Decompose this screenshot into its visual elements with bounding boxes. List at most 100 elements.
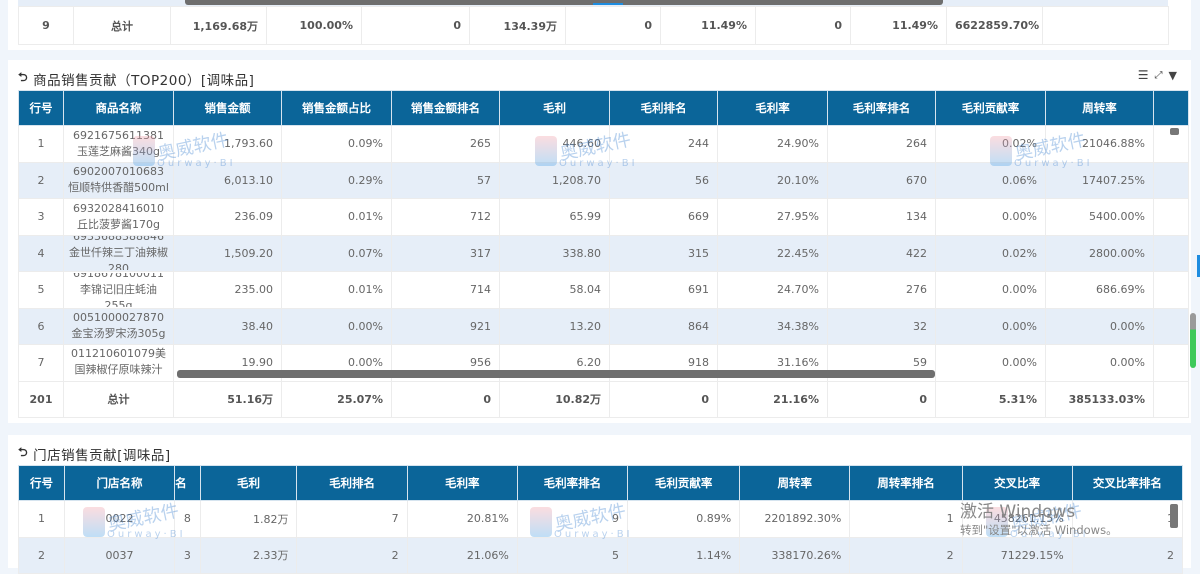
product-horizontal-scrollbar[interactable] [177,370,935,378]
cell: 0.00% [1045,344,1154,382]
summary-table: 9 总计 1,169.68万 100.00% 0 134.39万 0 11.49… [18,6,1169,45]
cell: 34.38% [717,307,828,345]
cell: 670 [827,161,936,199]
table-row[interactable]: 5 6918678100011李锦记旧庄蚝油255g 235.00 0.01% … [18,271,1189,309]
col-header-margin-rank[interactable]: 毛利率排名 [516,465,629,501]
cell: 338170.26% [739,536,851,574]
cell: 236.09 [173,198,282,236]
cell: 134.39万 [469,6,566,45]
col-header-turnover-rank[interactable]: 周转率排名 [849,465,963,501]
product-name: 6932028416010丘比菠萝酱170g [63,198,174,236]
cell: 669 [609,198,718,236]
col-header-margin[interactable]: 毛利率 [406,465,518,501]
cell: 385133.03% [1045,380,1154,418]
cell [1153,344,1189,382]
page-vertical-scrollbar[interactable] [1190,313,1196,368]
cell: 712 [391,198,500,236]
summary-horizontal-scrollbar[interactable] [185,0,943,5]
col-header-store-name[interactable]: 门店名称 [63,465,176,501]
col-header-sales-rank[interactable]: 销售金额排名 [391,90,500,126]
product-name: 6933688388846金世仟辣三丁油辣椒280 [63,234,174,272]
cell: 1.82万 [199,500,298,538]
table-row[interactable]: 3 6932028416010丘比菠萝酱170g 236.09 0.01% 71… [18,198,1189,236]
cell [1153,307,1189,345]
table-row[interactable]: 4 6933688388846金世仟辣三丁油辣椒280 1,509.20 0.0… [18,234,1189,272]
cell: 6622859.70% [946,6,1043,45]
cell: 315 [609,234,718,272]
col-header-gross-profit-rank[interactable]: 毛利排名 [609,90,718,126]
product-name-text: 6933688388846金世仟辣三丁油辣椒280 [69,236,168,271]
cell: 2 [849,536,963,574]
product-vertical-scrollbar[interactable] [1170,128,1179,135]
cell: 27.95% [717,198,828,236]
store-contribution-panel: ⮌ 门店销售贡献[调味品] 行号 门店名称 名 毛利 毛利排名 毛利率 毛利率排… [8,435,1191,574]
col-header-product-name[interactable]: 商品名称 [63,90,174,126]
cell: 6,013.10 [173,161,282,199]
col-header-margin-rank[interactable]: 毛利率排名 [827,90,936,126]
cell: 51.16万 [173,380,282,418]
product-name-text: 6918678100011李锦记旧庄蚝油255g [73,272,164,307]
total-label: 总计 [73,6,171,45]
cell: 65.99 [499,198,610,236]
product-panel-title-text: 商品销售贡献（TOP200）[调味品] [33,72,255,89]
col-header-row-number[interactable]: 行号 [18,465,65,501]
cell: 1,208.70 [499,161,610,199]
store-vertical-scrollbar[interactable] [1170,504,1178,528]
col-header-gross-profit-rank[interactable]: 毛利排名 [296,465,408,501]
col-header-profit-contribution[interactable]: 毛利贡献率 [626,465,741,501]
table-row[interactable]: 1 0022 8 1.82万 7 20.81% 9 0.89% 2201892.… [18,500,1184,538]
cell: 57 [391,161,500,199]
cell: 56 [609,161,718,199]
col-header-margin[interactable]: 毛利率 [717,90,828,126]
col-header-sales-amount[interactable]: 销售金额 [173,90,282,126]
total-row: 201 总计 51.16万 25.07% 0 10.82万 0 21.16% 0… [18,380,1189,418]
return-icon[interactable]: ⮌ [18,70,29,84]
cell: 235.00 [173,271,282,309]
cell: 0.06% [935,161,1046,199]
table-row[interactable]: 6 0051000027870金宝汤罗宋汤305g 38.40 0.00% 92… [18,307,1189,345]
col-header-row-number[interactable]: 行号 [18,90,64,126]
row-number: 3 [18,198,64,236]
return-icon[interactable]: ⮌ [18,445,29,459]
table-row[interactable]: 1 6921675611381玉莲芝麻酱340g 1,793.60 0.09% … [18,125,1189,163]
col-header-cross-ratio[interactable]: 交叉比率 [961,465,1073,501]
col-header-sales-share[interactable]: 销售金额占比 [281,90,392,126]
cell: 446.60 [499,125,610,163]
row-number: 1 [18,125,64,163]
store-name: 0037 [63,536,176,574]
product-table: 行号 商品名称 销售金额 销售金额占比 销售金额排名 毛利 毛利排名 毛利率 毛… [18,90,1189,418]
product-name-text: 6902007010683恒顺特供香醋500ml [68,165,169,195]
col-header-turnover[interactable]: 周转率 [1045,90,1154,126]
col-header-turnover[interactable]: 周转率 [739,465,851,501]
table-row[interactable]: 2 0037 3 2.33万 2 21.06% 5 1.14% 338170.2… [18,536,1184,574]
list-icon[interactable]: ☰ [1137,68,1149,82]
cell: 58.04 [499,271,610,309]
col-header-cross-ratio-rank[interactable]: 交叉比率排名 [1071,465,1184,501]
col-header-gross-profit[interactable]: 毛利 [199,465,298,501]
table-row[interactable]: 2 6902007010683恒顺特供香醋500ml 6,013.10 0.29… [18,161,1189,199]
col-header-profit-contribution[interactable]: 毛利贡献率 [935,90,1046,126]
cell: 22.45% [717,234,828,272]
cell: 714 [391,271,500,309]
store-name: 0022 [63,500,176,538]
cell: 2 [296,536,408,574]
cell: 2.33万 [199,536,298,574]
row-number: 1 [18,500,65,538]
cell [1153,198,1189,236]
store-panel-title: ⮌ 门店销售贡献[调味品] [18,443,171,464]
cell: 264 [827,125,936,163]
cell: 276 [827,271,936,309]
cell: 21.16% [717,380,828,418]
cell: 921 [391,307,500,345]
col-header-gross-profit[interactable]: 毛利 [499,90,610,126]
expand-icon[interactable]: ⤢ [1154,69,1163,81]
cell: 0 [827,380,936,418]
filter-icon[interactable]: ▼ [1168,68,1177,82]
cell: 1,169.68万 [170,6,267,45]
cell [1153,234,1189,272]
cell: 0.01% [281,271,392,309]
summary-scroll-indicator [593,3,623,5]
col-header-rank-partial[interactable]: 名 [174,465,201,501]
cell: 0.02% [935,234,1046,272]
cell: 1 [849,500,963,538]
